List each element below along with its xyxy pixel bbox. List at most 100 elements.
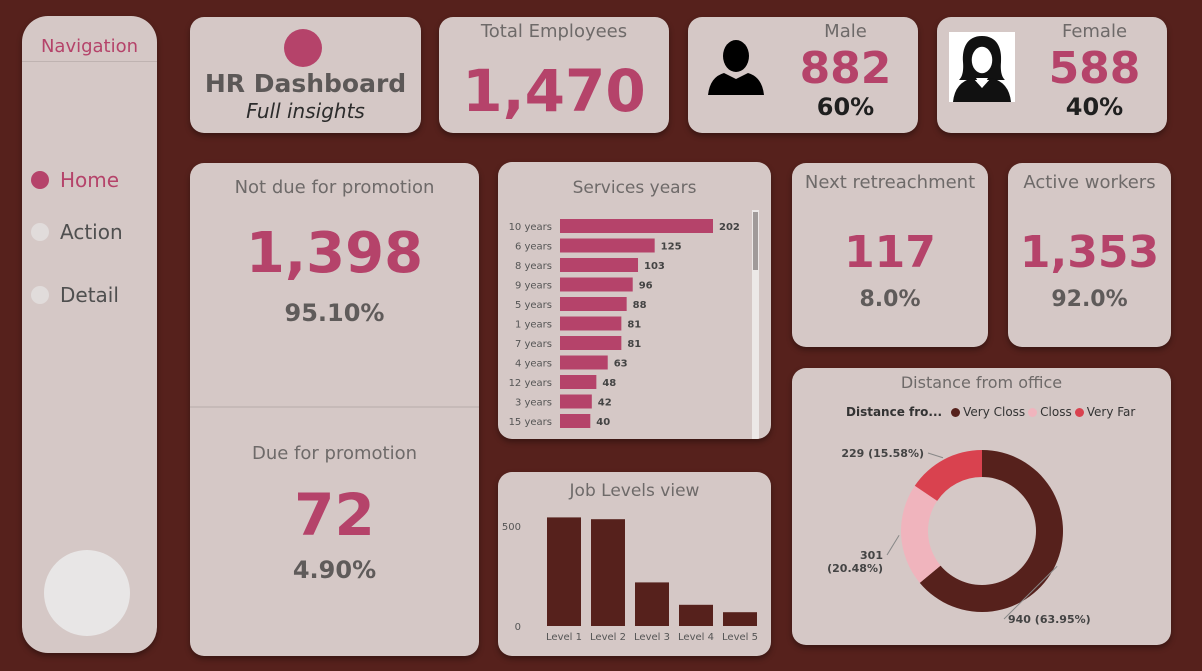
- active-workers-percent: 92.0%: [1051, 287, 1128, 312]
- female-value: 588: [1048, 43, 1141, 94]
- bar-category-label: 5 years: [515, 300, 552, 311]
- legend-item[interactable]: Very Far: [1086, 405, 1136, 419]
- bar: [560, 238, 655, 253]
- x-tick-label: Level 2: [590, 632, 626, 643]
- job-levels-title: Job Levels view: [569, 481, 700, 501]
- radio-dot-icon: [31, 171, 49, 189]
- job-levels-card: Job Levels view 0 500 Level 1 Level 2 Level …: [498, 472, 771, 656]
- retirement-value: 117: [844, 227, 936, 278]
- logo-icon: [284, 29, 322, 67]
- not-due-title: Not due for promotion: [234, 177, 435, 198]
- active-workers-value: 1,353: [1019, 227, 1160, 278]
- bar-category-label: 6 years: [515, 242, 552, 253]
- bar: [560, 316, 622, 331]
- data-label: 301: [860, 549, 883, 562]
- data-label: 940 (63.95%): [1008, 613, 1091, 626]
- nav-item-label: Home: [60, 168, 120, 192]
- promotion-divider: [190, 406, 479, 408]
- active-workers-title: Active workers: [1023, 172, 1156, 193]
- radio-dot-icon: [31, 286, 49, 304]
- avatar-circle[interactable]: [44, 550, 130, 636]
- nav-item-label: Detail: [60, 283, 119, 307]
- navigation-title: Navigation: [40, 36, 139, 57]
- bar-category-label: 1 years: [515, 320, 552, 331]
- bar: [560, 297, 627, 311]
- bar: [547, 517, 581, 626]
- female-title: Female: [1061, 21, 1128, 42]
- brand-card: HR Dashboard Full insights: [190, 17, 421, 133]
- bar: [560, 394, 592, 409]
- bar: [560, 375, 597, 389]
- bar-value-label: 96: [639, 281, 653, 292]
- total-employees-card: Total Employees 1,470: [439, 17, 669, 133]
- bar-value-label: 202: [719, 222, 740, 233]
- total-employees-value: 1,470: [462, 57, 646, 125]
- scrollbar-track[interactable]: [752, 210, 759, 439]
- bar: [560, 336, 622, 350]
- retirement-title: Next retreachment: [804, 172, 976, 193]
- leader-line: [1003, 565, 1058, 620]
- retirement-percent: 8.0%: [859, 287, 921, 312]
- job-levels-chart: 0 500 Level 1 Level 2 Level 3 Level 4 Level 5: [502, 517, 758, 643]
- distance-title: Distance from office: [900, 373, 1063, 392]
- navigation-divider: [22, 61, 157, 62]
- bar-category-label: 8 years: [515, 261, 552, 272]
- nav-item-detail[interactable]: Detail: [31, 283, 119, 307]
- female-portrait-icon: [949, 32, 1015, 102]
- legend-swatch-icon: [1028, 407, 1038, 417]
- nav-item-action[interactable]: Action: [31, 220, 123, 244]
- x-tick-label: Level 5: [722, 632, 758, 643]
- page-subtitle: Full insights: [246, 99, 365, 123]
- distance-card: Distance from office Distance fro... Ver…: [792, 368, 1171, 645]
- leader-line: [886, 534, 900, 556]
- x-tick-label: Level 1: [546, 632, 582, 643]
- not-due-percent: 95.10%: [284, 299, 385, 327]
- bar: [560, 277, 633, 292]
- legend-swatch-icon: [1074, 407, 1084, 417]
- male-value: 882: [799, 43, 892, 94]
- scrollbar-thumb[interactable]: [753, 212, 758, 270]
- x-tick-label: Level 3: [634, 632, 670, 643]
- nav-item-home[interactable]: Home: [31, 168, 119, 192]
- bar-value-label: 48: [602, 378, 616, 389]
- legend-item[interactable]: Very Closs: [963, 405, 1026, 419]
- distance-legend: Distance fro... Very Closs Closs Very Fa…: [846, 405, 1135, 419]
- bar-category-label: 12 years: [509, 378, 552, 389]
- total-employees-title: Total Employees: [480, 21, 628, 42]
- bar-value-label: 81: [627, 320, 641, 331]
- bar: [560, 355, 608, 370]
- bar-category-label: 15 years: [509, 417, 552, 428]
- navigation-panel: Navigation Home Action Detail: [22, 16, 157, 653]
- not-due-value: 1,398: [245, 221, 424, 286]
- bar-category-label: 7 years: [515, 339, 552, 350]
- bar: [560, 414, 591, 428]
- legend-title: Distance fro...: [846, 405, 943, 419]
- legend-item[interactable]: Closs: [1040, 405, 1072, 419]
- bar: [635, 582, 669, 626]
- donut-slice: [919, 450, 1063, 612]
- bar: [723, 612, 757, 626]
- bar-value-label: 63: [614, 359, 628, 370]
- x-tick-label: Level 4: [678, 632, 714, 643]
- y-tick-label: 500: [502, 522, 521, 533]
- bar-value-label: 125: [661, 242, 682, 253]
- services-years-chart: 10 years 202 6 years 125 8 years 103 9 years 96…: [509, 219, 740, 428]
- data-label: (20.48%): [827, 562, 883, 575]
- bar-category-label: 3 years: [515, 398, 552, 409]
- nav-item-label: Action: [60, 220, 123, 244]
- male-title: Male: [824, 21, 867, 42]
- bar-value-label: 40: [596, 417, 610, 428]
- donut-slice: [914, 450, 982, 501]
- due-value: 72: [294, 481, 375, 549]
- male-card: Male 882 60%: [688, 17, 918, 133]
- bar: [560, 258, 639, 272]
- radio-dot-icon: [31, 223, 49, 241]
- due-percent: 4.90%: [292, 556, 377, 584]
- bar-category-label: 4 years: [515, 359, 552, 370]
- bar-category-label: 9 years: [515, 281, 552, 292]
- bar: [591, 519, 625, 626]
- female-card: Female 588 40%: [937, 17, 1167, 133]
- y-tick-label: 0: [515, 622, 521, 633]
- bar-value-label: 42: [598, 398, 612, 409]
- bar-value-label: 103: [644, 261, 665, 272]
